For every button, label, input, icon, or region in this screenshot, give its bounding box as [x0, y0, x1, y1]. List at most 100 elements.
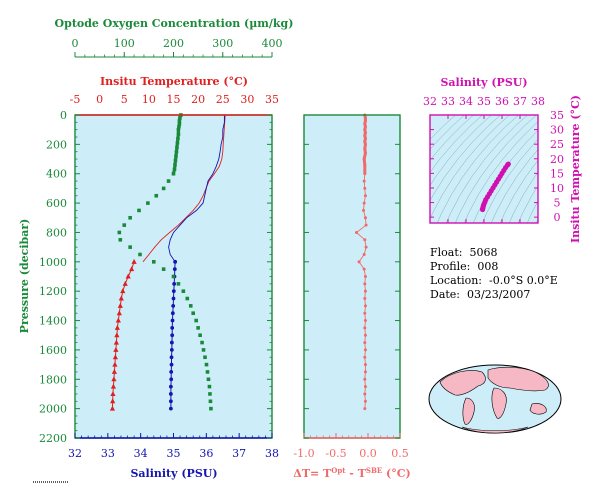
- ts-diagram: Salinity (PSU) 32 33 34 35 36 37 3805101520253…: [423, 76, 582, 243]
- ts-temperature-tick-label: 10: [550, 182, 564, 195]
- ts-salinity-tick-label: 35: [477, 95, 491, 108]
- delta-t-label-sbe: SBE: [366, 466, 382, 475]
- isopycnal-line: [430, 115, 510, 220]
- pressure-tick-label: 0: [60, 109, 67, 122]
- location-value: -0.0°S 0.0°E: [489, 274, 558, 287]
- delta-t-point: [362, 201, 366, 205]
- delta-t-point: [363, 333, 367, 337]
- isopycnal-line: [430, 115, 483, 173]
- oxygen-point: [206, 377, 211, 382]
- pressure-tick-label: 600: [46, 197, 67, 210]
- delta-t-axis-label: ΔT= TOpt - TSBE (°C): [293, 466, 410, 481]
- salinity-point: [170, 318, 175, 323]
- delta-t-dense-segment: [362, 114, 367, 174]
- map-land-eurasia: [487, 366, 549, 392]
- temperature-point: [115, 317, 121, 323]
- oxygen-point: [171, 171, 176, 176]
- ts-temperature-tick-label: 30: [550, 124, 564, 137]
- oxygen-point: [208, 392, 212, 396]
- oxygen-point: [196, 326, 200, 330]
- oxygen-tick-label: 300: [212, 37, 233, 50]
- oxygen-point: [207, 384, 212, 389]
- oxygen-point: [205, 370, 210, 374]
- oxygen-point: [137, 208, 141, 213]
- delta-t-point: [363, 304, 367, 308]
- delta-t-point: [362, 267, 366, 271]
- temperature-point: [116, 310, 122, 316]
- profile-label: Profile:: [430, 260, 471, 273]
- delta-t-label-minus: - T: [345, 467, 366, 480]
- salinity-upper-line: [168, 115, 225, 263]
- oxygen-point: [128, 215, 132, 220]
- ts-temperature-tick-label: 25: [550, 138, 564, 151]
- salinity-point: [172, 267, 177, 272]
- profile-plot-area: [109, 113, 226, 411]
- profile-row: Profile: 008: [430, 260, 558, 274]
- delta-t-point: [363, 348, 367, 352]
- salinity-point: [170, 311, 175, 316]
- oxygen-tick-label: 0: [72, 37, 79, 50]
- delta-t-point: [363, 355, 367, 359]
- oxygen-point: [171, 274, 176, 279]
- pressure-tick-label: 400: [46, 168, 67, 181]
- ts-salinity-tick-label: 32: [423, 95, 437, 108]
- delta-t-point: [363, 377, 367, 381]
- pressure-tick-label: 2200: [39, 432, 67, 445]
- oxygen-point: [194, 318, 198, 323]
- oxygen-axis: Optode Oxygen Concentration (µm/kg) 0 100…: [55, 17, 294, 58]
- pressure-tick-label: 2000: [39, 403, 67, 416]
- delta-t-point: [357, 260, 361, 264]
- oxygen-point: [166, 179, 171, 183]
- salinity-point: [168, 384, 173, 389]
- oxygen-tick-label: 100: [114, 37, 135, 50]
- oxygen-point: [161, 267, 166, 271]
- oxygen-axis-label: Optode Oxygen Concentration (µm/kg): [55, 17, 294, 30]
- delta-t-point: [363, 297, 367, 301]
- delta-t-point: [363, 238, 367, 242]
- salinity-point: [169, 370, 174, 374]
- pressure-tick-label: 1000: [39, 256, 67, 269]
- delta-t-point: [363, 385, 367, 389]
- isopycnal-line: [436, 115, 519, 223]
- delta-t-point: [363, 319, 367, 323]
- delta-t-point: [362, 252, 366, 256]
- oxygen-point: [209, 406, 213, 411]
- temperature-tick-label: 20: [191, 93, 205, 106]
- delta-t-tick-label: -0.5: [325, 447, 346, 460]
- date-row: Date: 03/23/2007: [430, 288, 558, 302]
- oxygen-point: [208, 399, 213, 404]
- map-land-americas: [439, 370, 486, 396]
- oxygen-point: [191, 311, 195, 316]
- delta-t-point: [364, 245, 368, 249]
- delta-t-label-opt: Opt: [331, 466, 346, 475]
- temperature-point: [118, 295, 124, 301]
- delta-t-point: [363, 289, 367, 293]
- ts-line: [480, 162, 510, 210]
- location-row: Location: -0.0°S 0.0°E: [430, 274, 558, 288]
- salinity-point: [169, 348, 174, 352]
- oxygen-point: [117, 230, 122, 235]
- salinity-axis-label: Salinity (PSU): [130, 467, 217, 480]
- salinity-point: [170, 333, 175, 338]
- oxygen-point: [204, 362, 209, 367]
- map-land-australia: [529, 403, 547, 415]
- salinity-point: [168, 399, 173, 404]
- temperature-point: [113, 346, 119, 352]
- temperature-point: [114, 324, 120, 330]
- pressure-tick-label: 200: [46, 138, 67, 151]
- temperature-point: [113, 339, 119, 345]
- ts-salinity-tick-label: 33: [441, 95, 455, 108]
- oxygen-ticks: 0 100 200 300 400: [72, 37, 283, 57]
- ts-salinity-tick-label: 36: [495, 95, 509, 108]
- oxygen-dense-segment: [172, 114, 183, 175]
- ts-temperature-axis-label: Insitu Temperature (°C): [569, 95, 582, 243]
- temperature-tick-label: 0: [96, 93, 103, 106]
- location-label: Location:: [430, 274, 482, 287]
- salinity-point: [171, 289, 176, 294]
- temperature-point: [114, 332, 120, 338]
- oxygen-point: [128, 245, 132, 249]
- delta-t-point: [363, 407, 367, 411]
- delta-t-point: [363, 399, 367, 403]
